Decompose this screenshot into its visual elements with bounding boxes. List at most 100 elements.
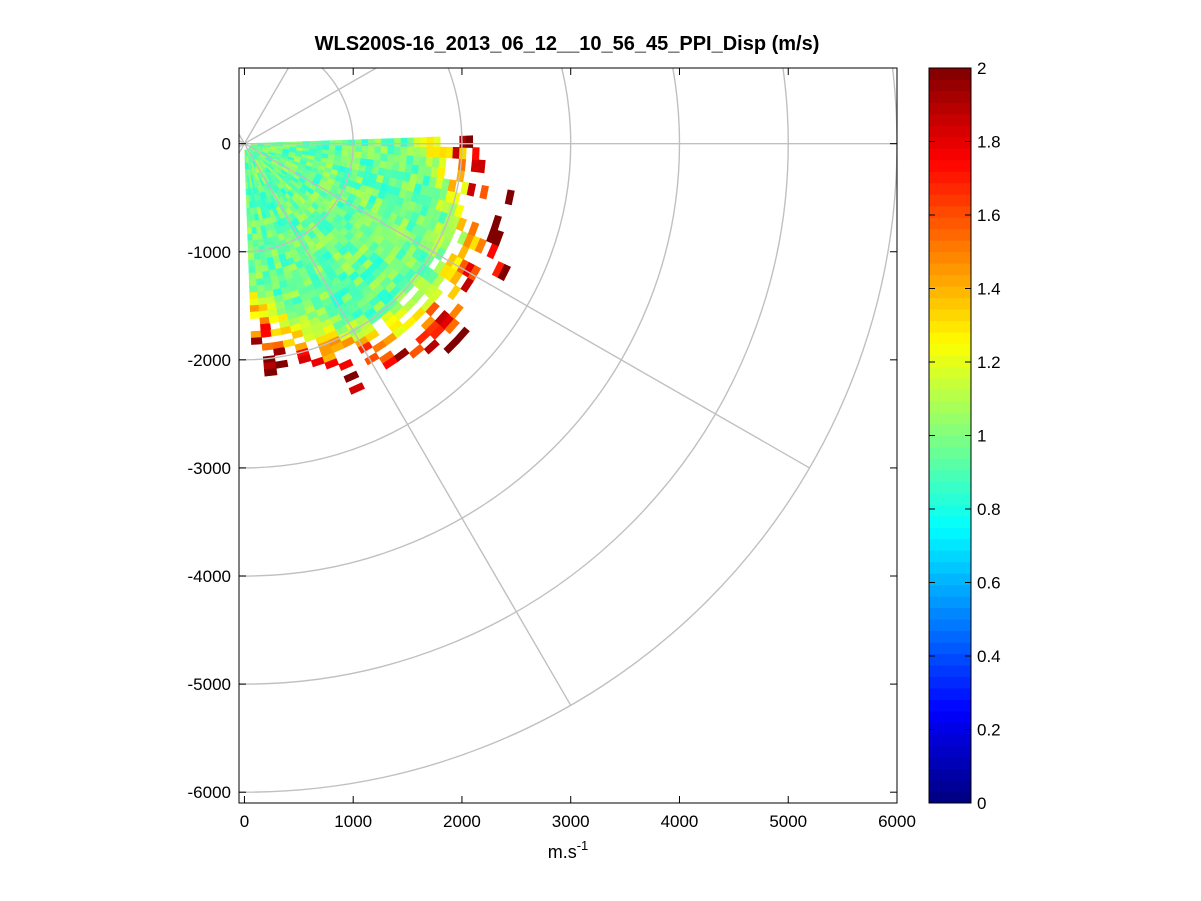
colorbar-segment	[929, 332, 971, 345]
scan-cell	[393, 145, 402, 155]
scan-cell	[490, 214, 502, 231]
azimuth-spoke	[239, 143, 246, 155]
scan-cell	[433, 136, 441, 148]
scan-cell	[348, 139, 356, 146]
colorbar-tick-label: 0.8	[977, 500, 1001, 519]
colorbar-segment	[929, 550, 971, 563]
colorbar-segment	[929, 458, 971, 471]
scan-cell	[386, 153, 395, 163]
scan-cell	[322, 140, 330, 146]
scan-cell	[346, 155, 355, 164]
colorbar-tick-label: 1	[977, 427, 986, 446]
scan-cell	[373, 152, 382, 161]
colorbar-segment	[929, 68, 971, 80]
axis-ticks: 0 1000 2000 3000 4000 5000 6000 0 -1000 -2000 -300…	[188, 68, 916, 831]
scan-cell	[436, 167, 446, 179]
scan-cell	[268, 315, 280, 324]
chart-title: WLS200S-16_2013_06_12__10_56_45_PPI_Disp…	[315, 33, 820, 55]
scan-cell	[418, 155, 428, 167]
scan-cell	[504, 189, 515, 206]
y-tick-label: -3000	[188, 459, 231, 478]
colorbar-segment	[929, 492, 971, 505]
x-tick-label: 1000	[334, 812, 372, 831]
scan-cell	[387, 145, 395, 155]
colorbar-tick-label: 1.4	[977, 280, 1001, 299]
scan-cell	[400, 146, 408, 156]
scan-cell	[448, 303, 464, 320]
scan-cell	[250, 311, 261, 320]
colorbar-segment	[929, 320, 971, 333]
colorbar-segment	[929, 642, 971, 655]
scan-cell	[255, 271, 264, 280]
scan-cell	[412, 155, 421, 166]
scan-cell	[250, 337, 263, 345]
scan-cell	[257, 291, 267, 300]
colorbar-segment	[929, 504, 971, 517]
x-tick-label: 3000	[552, 812, 590, 831]
scan-cell	[465, 135, 474, 148]
colorbar-segment	[929, 90, 971, 103]
scan-cell	[249, 298, 260, 307]
scan-cell	[322, 144, 330, 150]
scan-cell	[393, 153, 402, 163]
colorbar-segment	[929, 791, 971, 804]
scan-cell	[367, 138, 376, 147]
scan-cell	[335, 144, 343, 151]
scan-cell	[270, 327, 283, 337]
plot-frame	[238, 67, 898, 804]
colorbar-segment	[929, 412, 971, 425]
scan-cell	[374, 145, 382, 154]
scan-cell	[347, 150, 356, 158]
colorbar-segment	[929, 665, 971, 678]
colorbar-segment	[929, 435, 971, 448]
colorbar-segment	[929, 757, 971, 769]
x-axis-label-exponent: -1	[577, 838, 589, 853]
colorbar-tick-label: 0.6	[977, 574, 1001, 593]
colorbar-segment	[929, 630, 971, 643]
colorbar-segment	[929, 389, 971, 402]
scan-cell	[444, 318, 460, 335]
colorbar-segment	[929, 734, 971, 746]
y-tick-label: -6000	[188, 783, 231, 802]
azimuth-spoke	[243, 143, 572, 706]
scan-cell	[315, 144, 324, 150]
scan-cell	[263, 368, 278, 377]
scan-cell	[296, 144, 304, 149]
scan-cell	[420, 136, 428, 148]
scan-cell	[413, 146, 421, 157]
scan-cell	[445, 146, 454, 159]
colorbar-segment	[929, 159, 971, 172]
colorbar-tick-label: 1.8	[977, 133, 1001, 152]
scan-cell	[479, 184, 489, 200]
scan-cell	[367, 145, 376, 154]
scan-cell	[459, 135, 467, 148]
scan-cell	[471, 147, 480, 161]
scan-cells	[244, 135, 515, 395]
scan-cell	[321, 148, 330, 155]
scan-cell	[413, 137, 421, 148]
colorbar-segment	[929, 469, 971, 482]
scan-cell	[361, 145, 369, 153]
scan-cell	[315, 140, 324, 146]
azimuth-spoke	[239, 132, 246, 145]
colorbar-segment	[929, 584, 971, 597]
colorbar-segment	[929, 343, 971, 356]
scan-cell	[309, 144, 317, 149]
y-tick-label: -1000	[188, 243, 231, 262]
colorbar-segment	[929, 446, 971, 459]
colorbar-segment	[929, 722, 971, 735]
colorbar-segment	[929, 240, 971, 253]
scan-cell	[250, 330, 262, 339]
scan-cell	[302, 144, 311, 149]
scan-cell	[341, 145, 350, 152]
scan-cell	[381, 138, 389, 147]
scan-cell	[374, 138, 382, 147]
colorbar-segment	[929, 711, 971, 724]
colorbar-segment	[929, 263, 971, 276]
colorbar-tick-label: 1.2	[977, 353, 1001, 372]
scan-cell	[367, 151, 375, 160]
scan-cell	[328, 149, 336, 156]
x-tick-label: 2000	[443, 812, 481, 831]
y-tick-label: -5000	[188, 675, 231, 694]
colorbar-segment	[929, 205, 971, 218]
